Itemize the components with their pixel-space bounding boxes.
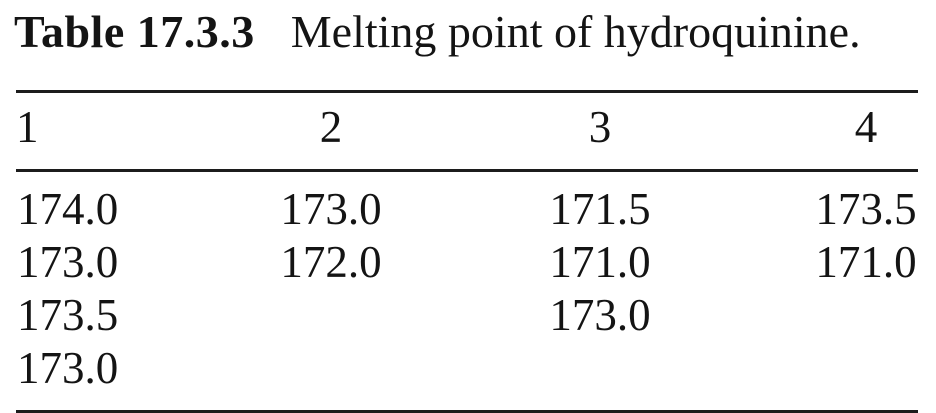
table-cell: 171.0 (815, 237, 917, 287)
table-cell: 173.0 (280, 184, 382, 234)
column-header-4: 4 (814, 91, 918, 172)
column-header-1: 1 (16, 91, 276, 172)
table-cell: 172.0 (280, 237, 382, 287)
table-row: 174.0 173.0 171.5 173.5 (16, 171, 918, 237)
column-header-3: 3 (386, 91, 814, 172)
table-row: 173.0 172.0 171.0 171.0 (16, 236, 918, 289)
table-row: 173.5 173.0 (16, 289, 918, 342)
header-row: 1 2 3 4 (16, 91, 918, 172)
table-caption: Melting point of hydroquinine. (290, 6, 861, 57)
table-cell (276, 289, 386, 342)
table-cell: 173.0 (17, 237, 119, 287)
table-row: 173.0 (16, 342, 918, 412)
table-cell: 173.5 (815, 184, 917, 234)
melting-point-table: 1 2 3 4 174.0 173.0 171.5 173.5 173.0 17… (16, 90, 918, 413)
table-title: Table 17.3.3 Melting point of hydroquinin… (14, 6, 861, 58)
table-number: Table 17.3.3 (14, 6, 255, 57)
table-cell: 173.0 (17, 343, 119, 393)
table-cell: 171.0 (549, 237, 651, 287)
table-cell (814, 289, 918, 342)
table-cell: 173.0 (549, 290, 651, 340)
table-cell: 171.5 (549, 184, 651, 234)
table-cell (386, 342, 814, 412)
table-cell (276, 342, 386, 412)
table-cell: 174.0 (17, 184, 119, 234)
table-cell: 173.5 (17, 290, 119, 340)
column-header-2: 2 (276, 91, 386, 172)
table-cell (814, 342, 918, 412)
